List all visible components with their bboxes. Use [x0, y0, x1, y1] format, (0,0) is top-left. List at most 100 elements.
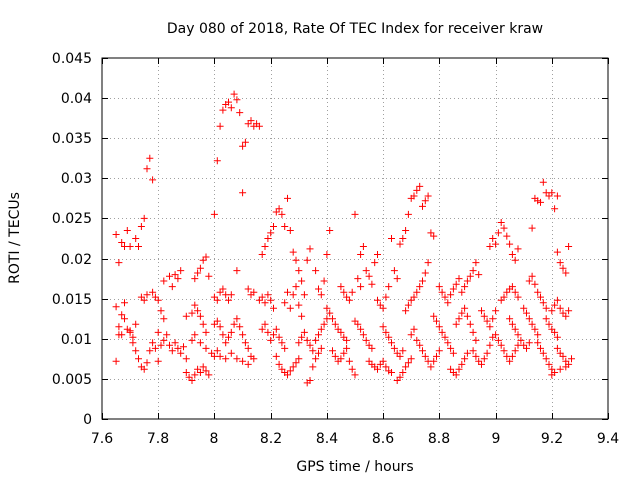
data-point	[447, 291, 455, 299]
data-point	[525, 339, 533, 347]
data-point	[461, 355, 469, 363]
data-point	[177, 349, 185, 357]
data-point	[213, 347, 221, 355]
data-point	[306, 245, 314, 253]
data-point	[267, 296, 275, 304]
data-point	[174, 275, 182, 283]
data-point	[298, 333, 306, 341]
data-point	[511, 256, 519, 264]
data-point	[517, 336, 525, 344]
data-point	[359, 243, 367, 250]
y-tick-label: 0.01	[61, 332, 92, 348]
y-axis-label: ROTI / TECUs	[7, 192, 23, 284]
data-point	[292, 283, 300, 291]
data-point	[469, 328, 477, 336]
data-point	[553, 333, 561, 341]
data-point	[553, 344, 561, 352]
data-point	[182, 369, 190, 376]
data-point	[140, 214, 148, 222]
data-point	[270, 304, 277, 312]
data-point	[368, 344, 376, 352]
data-point	[149, 288, 157, 296]
data-point	[382, 293, 390, 301]
data-point	[354, 275, 362, 283]
y-tick-label: 0.015	[52, 292, 92, 308]
y-tick-label: 0.03	[61, 171, 92, 187]
data-point	[118, 311, 126, 319]
data-point	[506, 240, 514, 248]
data-point	[191, 301, 199, 309]
data-point	[348, 288, 356, 296]
data-point	[233, 267, 241, 275]
data-point	[174, 344, 182, 352]
data-point	[247, 117, 255, 125]
data-point	[157, 341, 165, 349]
data-point	[295, 355, 303, 363]
data-point	[421, 197, 429, 205]
data-point	[430, 232, 438, 240]
data-point	[413, 288, 421, 296]
data-point	[146, 154, 154, 162]
data-point	[196, 369, 204, 376]
data-point	[548, 307, 556, 315]
data-point	[444, 299, 452, 307]
data-point	[213, 317, 221, 325]
data-point	[379, 323, 387, 331]
data-point	[292, 359, 300, 367]
data-point	[191, 371, 199, 379]
chart-title: Day 080 of 2018, Rate Of TEC Index for r…	[167, 21, 543, 37]
data-point	[410, 325, 418, 333]
data-point	[486, 341, 494, 349]
data-point	[343, 344, 351, 352]
data-point	[494, 336, 502, 344]
data-point	[267, 229, 275, 237]
data-point	[227, 104, 235, 112]
data-point	[565, 307, 573, 315]
data-point	[239, 357, 247, 365]
data-point	[267, 336, 275, 344]
x-tick-label: 9.2	[541, 431, 563, 447]
data-point	[449, 349, 457, 357]
data-point	[419, 277, 426, 285]
data-point	[244, 285, 252, 293]
x-tick-label: 8.2	[260, 431, 282, 447]
data-point	[149, 176, 157, 184]
data-point	[241, 138, 249, 146]
data-point	[298, 277, 306, 285]
data-point	[489, 235, 497, 242]
data-point	[388, 339, 395, 347]
grid-lines	[102, 58, 608, 419]
data-point	[196, 312, 204, 320]
data-point	[275, 360, 283, 368]
data-point	[449, 285, 457, 293]
data-point	[199, 363, 207, 371]
data-point	[514, 331, 522, 339]
data-point	[121, 315, 128, 323]
data-point	[528, 224, 536, 232]
data-point	[390, 267, 398, 275]
data-point	[551, 301, 559, 309]
data-point	[320, 277, 328, 285]
data-point	[236, 323, 244, 331]
data-point	[281, 299, 289, 307]
data-point	[160, 336, 168, 344]
data-point	[323, 251, 331, 258]
data-point	[551, 205, 559, 213]
data-point	[424, 259, 432, 267]
data-point	[250, 355, 258, 363]
data-point	[514, 245, 522, 253]
data-point	[227, 328, 235, 336]
data-point	[492, 331, 500, 339]
y-tick-label: 0.025	[52, 211, 92, 227]
data-point	[230, 90, 238, 98]
data-point	[374, 365, 381, 373]
data-point	[396, 240, 404, 248]
data-point	[188, 336, 196, 344]
data-point	[140, 365, 148, 373]
data-point	[402, 227, 410, 234]
data-point	[492, 307, 500, 315]
data-point	[185, 373, 193, 381]
x-tick-label: 8.4	[316, 431, 338, 447]
data-point	[559, 264, 567, 272]
data-point	[416, 283, 424, 291]
